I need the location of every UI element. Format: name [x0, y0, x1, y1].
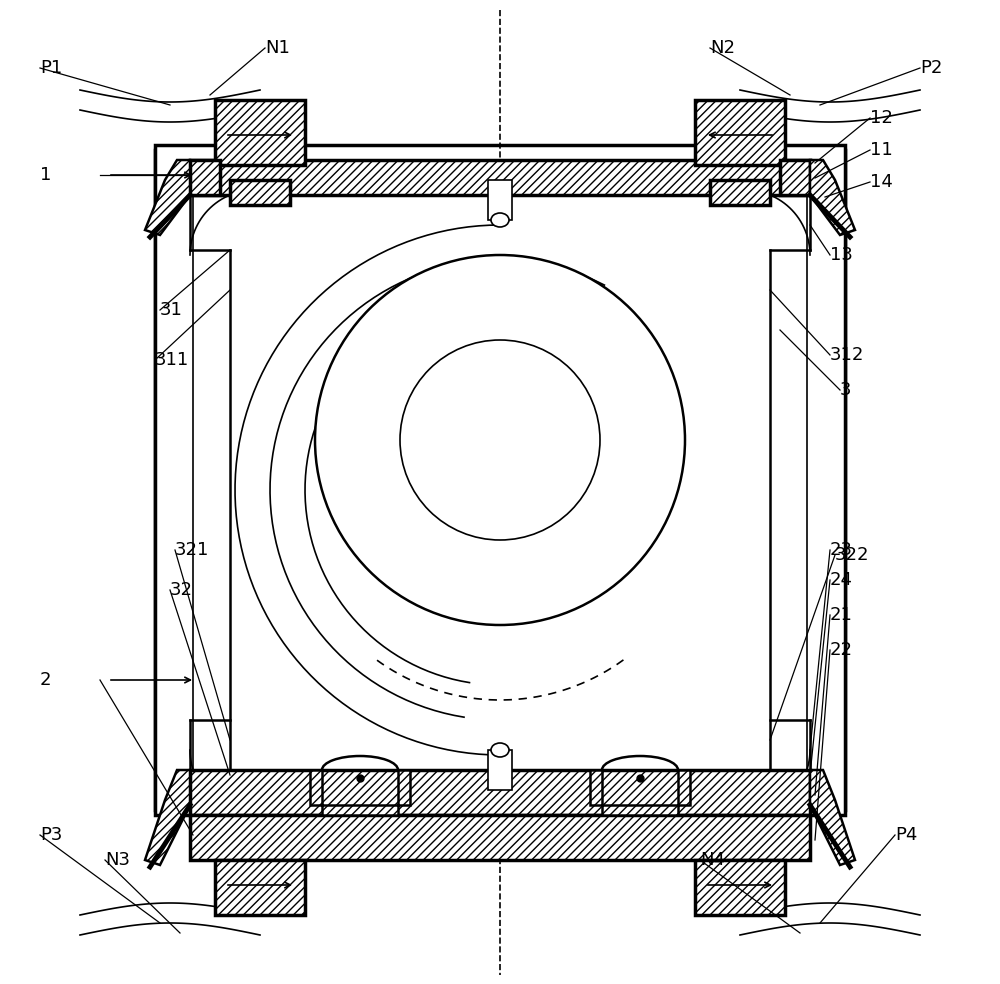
Polygon shape — [145, 160, 190, 235]
Bar — [215, 860, 305, 915]
Text: N4: N4 — [700, 851, 725, 869]
Bar — [155, 150, 190, 810]
Bar — [695, 100, 785, 165]
Bar — [190, 160, 220, 195]
Text: N3: N3 — [105, 851, 130, 869]
Bar — [190, 160, 810, 195]
Text: 32: 32 — [170, 581, 193, 599]
Ellipse shape — [491, 213, 509, 227]
Text: 321: 321 — [175, 541, 209, 559]
Circle shape — [400, 340, 600, 540]
Bar — [695, 860, 785, 915]
Text: 1: 1 — [40, 166, 51, 184]
Text: 11: 11 — [870, 141, 893, 159]
Text: 23: 23 — [830, 541, 853, 559]
Text: 3: 3 — [840, 381, 852, 399]
Text: P3: P3 — [40, 826, 62, 844]
Bar — [190, 770, 810, 815]
Bar — [190, 815, 810, 860]
Bar — [155, 145, 845, 815]
Bar — [193, 185, 807, 775]
Ellipse shape — [491, 743, 509, 757]
Text: 24: 24 — [830, 571, 853, 589]
Bar — [780, 160, 810, 195]
Bar — [215, 100, 305, 165]
Text: 12: 12 — [870, 109, 893, 127]
Text: N2: N2 — [710, 39, 735, 57]
Polygon shape — [590, 770, 690, 815]
Text: N1: N1 — [265, 39, 290, 57]
Text: 311: 311 — [155, 351, 189, 369]
Text: 22: 22 — [830, 641, 853, 659]
Polygon shape — [810, 160, 855, 235]
Text: 312: 312 — [830, 346, 864, 364]
Circle shape — [315, 255, 685, 625]
Bar — [488, 750, 512, 790]
Text: 31: 31 — [160, 301, 183, 319]
Text: P2: P2 — [920, 59, 942, 77]
Text: 2: 2 — [40, 671, 52, 689]
Polygon shape — [145, 770, 190, 865]
Text: 14: 14 — [870, 173, 893, 191]
Text: 21: 21 — [830, 606, 853, 624]
Text: 13: 13 — [830, 246, 853, 264]
Text: P4: P4 — [895, 826, 917, 844]
Bar — [810, 150, 845, 810]
Bar — [710, 180, 770, 205]
Bar — [230, 180, 290, 205]
Bar — [488, 180, 512, 220]
Polygon shape — [310, 770, 410, 815]
Text: 322: 322 — [835, 546, 870, 564]
Polygon shape — [810, 770, 855, 865]
Text: P1: P1 — [40, 59, 62, 77]
